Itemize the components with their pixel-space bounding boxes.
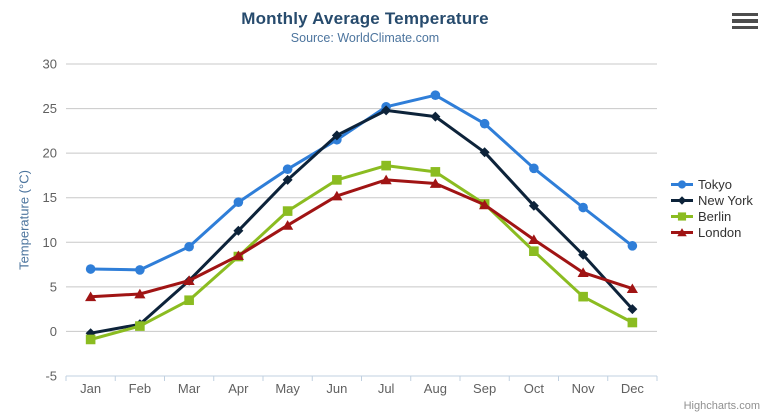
- tokyo-point-mar[interactable]: [184, 241, 194, 252]
- legend-label: London: [698, 224, 742, 240]
- x-tick-label: Nov: [572, 381, 596, 396]
- tokyo-point-dec[interactable]: [627, 241, 638, 251]
- london-point-may[interactable]: [282, 220, 294, 230]
- tokyo-point-apr[interactable]: [233, 197, 244, 207]
- x-tick-label: Jul: [378, 381, 395, 396]
- berlin-point-jul[interactable]: [381, 160, 391, 171]
- legend-diamond-icon: [671, 195, 693, 205]
- series-line: [89, 108, 634, 335]
- y-tick-label: 10: [43, 235, 57, 250]
- y-tick-label: 30: [43, 57, 57, 72]
- london-point-oct[interactable]: [528, 234, 540, 245]
- new-york-point-jun[interactable]: [331, 130, 342, 141]
- legend-label: Tokyo: [698, 176, 732, 192]
- x-tick-label: Sep: [473, 381, 496, 396]
- x-tick-label: Jun: [326, 381, 347, 396]
- credits-link[interactable]: Highcharts.com: [683, 400, 760, 412]
- new-york-point-apr[interactable]: [233, 225, 244, 236]
- london-point-jul[interactable]: [380, 174, 392, 185]
- legend-item-berlin[interactable]: Berlin: [671, 208, 753, 224]
- new-york-point-sep[interactable]: [479, 147, 490, 158]
- berlin-point-dec[interactable]: [627, 317, 638, 328]
- berlin-point-aug[interactable]: [430, 167, 441, 177]
- legend: Tokyo New York Berlin London: [671, 176, 753, 240]
- new-york-point-jul[interactable]: [381, 105, 392, 116]
- series-tokyo: [85, 90, 638, 275]
- tokyo-point-jan[interactable]: [85, 264, 96, 274]
- y-tick-label: 5: [50, 279, 57, 294]
- london-point-aug[interactable]: [429, 178, 441, 188]
- legend-circle-icon: [671, 179, 693, 189]
- berlin-point-feb[interactable]: [135, 321, 145, 331]
- legend-item-tokyo[interactable]: Tokyo: [671, 176, 753, 192]
- london-point-mar[interactable]: [183, 275, 195, 286]
- new-york-point-nov[interactable]: [578, 249, 589, 260]
- berlin-point-may[interactable]: [282, 206, 293, 216]
- series-new-york: [85, 105, 638, 339]
- x-tick-label: Feb: [129, 381, 151, 396]
- y-tick-label: 0: [50, 324, 57, 339]
- series-line: [89, 178, 634, 299]
- x-tick-label: Mar: [178, 381, 201, 396]
- y-tick-label: 20: [43, 146, 57, 161]
- berlin-point-oct[interactable]: [529, 246, 539, 256]
- x-tick-label: Oct: [524, 381, 545, 396]
- legend-item-new-york[interactable]: New York: [671, 192, 753, 208]
- chart-subtitle: Source: WorldClimate.com: [290, 31, 440, 45]
- london-point-jun[interactable]: [331, 190, 343, 201]
- new-york-point-oct[interactable]: [528, 200, 539, 211]
- london-point-feb[interactable]: [134, 288, 146, 299]
- y-tick-label: 25: [43, 101, 57, 116]
- x-tick-label: Apr: [228, 381, 249, 396]
- tokyo-point-aug[interactable]: [430, 90, 441, 100]
- hamburger-icon[interactable]: [732, 13, 758, 29]
- series-line: [89, 164, 634, 341]
- tokyo-point-feb[interactable]: [135, 265, 145, 275]
- london-point-apr[interactable]: [232, 250, 244, 261]
- x-tick-label: Jan: [80, 381, 101, 396]
- tokyo-point-sep[interactable]: [479, 118, 490, 129]
- new-york-point-dec[interactable]: [627, 304, 638, 315]
- square-marker: [677, 211, 687, 221]
- london-point-dec[interactable]: [626, 283, 638, 294]
- x-tick-label: Dec: [621, 381, 645, 396]
- triangle-marker: [677, 227, 687, 236]
- x-tick-label: May: [275, 381, 300, 396]
- berlin-point-nov[interactable]: [578, 291, 588, 302]
- diamond-marker: [677, 195, 687, 205]
- chart-title: Monthly Average Temperature: [241, 9, 489, 28]
- legend-item-london[interactable]: London: [671, 224, 753, 240]
- tokyo-point-nov[interactable]: [578, 202, 588, 213]
- legend-label: New York: [698, 192, 753, 208]
- berlin-point-jan[interactable]: [85, 334, 96, 345]
- legend-square-icon: [671, 211, 693, 221]
- berlin-point-jun[interactable]: [332, 175, 342, 185]
- berlin-point-mar[interactable]: [184, 295, 194, 306]
- legend-label: Berlin: [698, 208, 732, 224]
- y-tick-label: 15: [43, 190, 57, 205]
- london-point-jan[interactable]: [85, 291, 97, 302]
- new-york-point-may[interactable]: [282, 174, 293, 185]
- y-tick-label: -5: [45, 369, 57, 384]
- london-point-nov[interactable]: [577, 267, 589, 277]
- x-tick-label: Aug: [424, 381, 447, 396]
- london-point-sep[interactable]: [479, 199, 491, 210]
- new-york-point-aug[interactable]: [430, 111, 441, 122]
- circle-marker: [677, 179, 687, 189]
- series-london: [85, 174, 638, 302]
- legend-triangle-icon: [671, 227, 693, 236]
- tokyo-point-oct[interactable]: [529, 163, 539, 174]
- tokyo-point-may[interactable]: [282, 164, 293, 174]
